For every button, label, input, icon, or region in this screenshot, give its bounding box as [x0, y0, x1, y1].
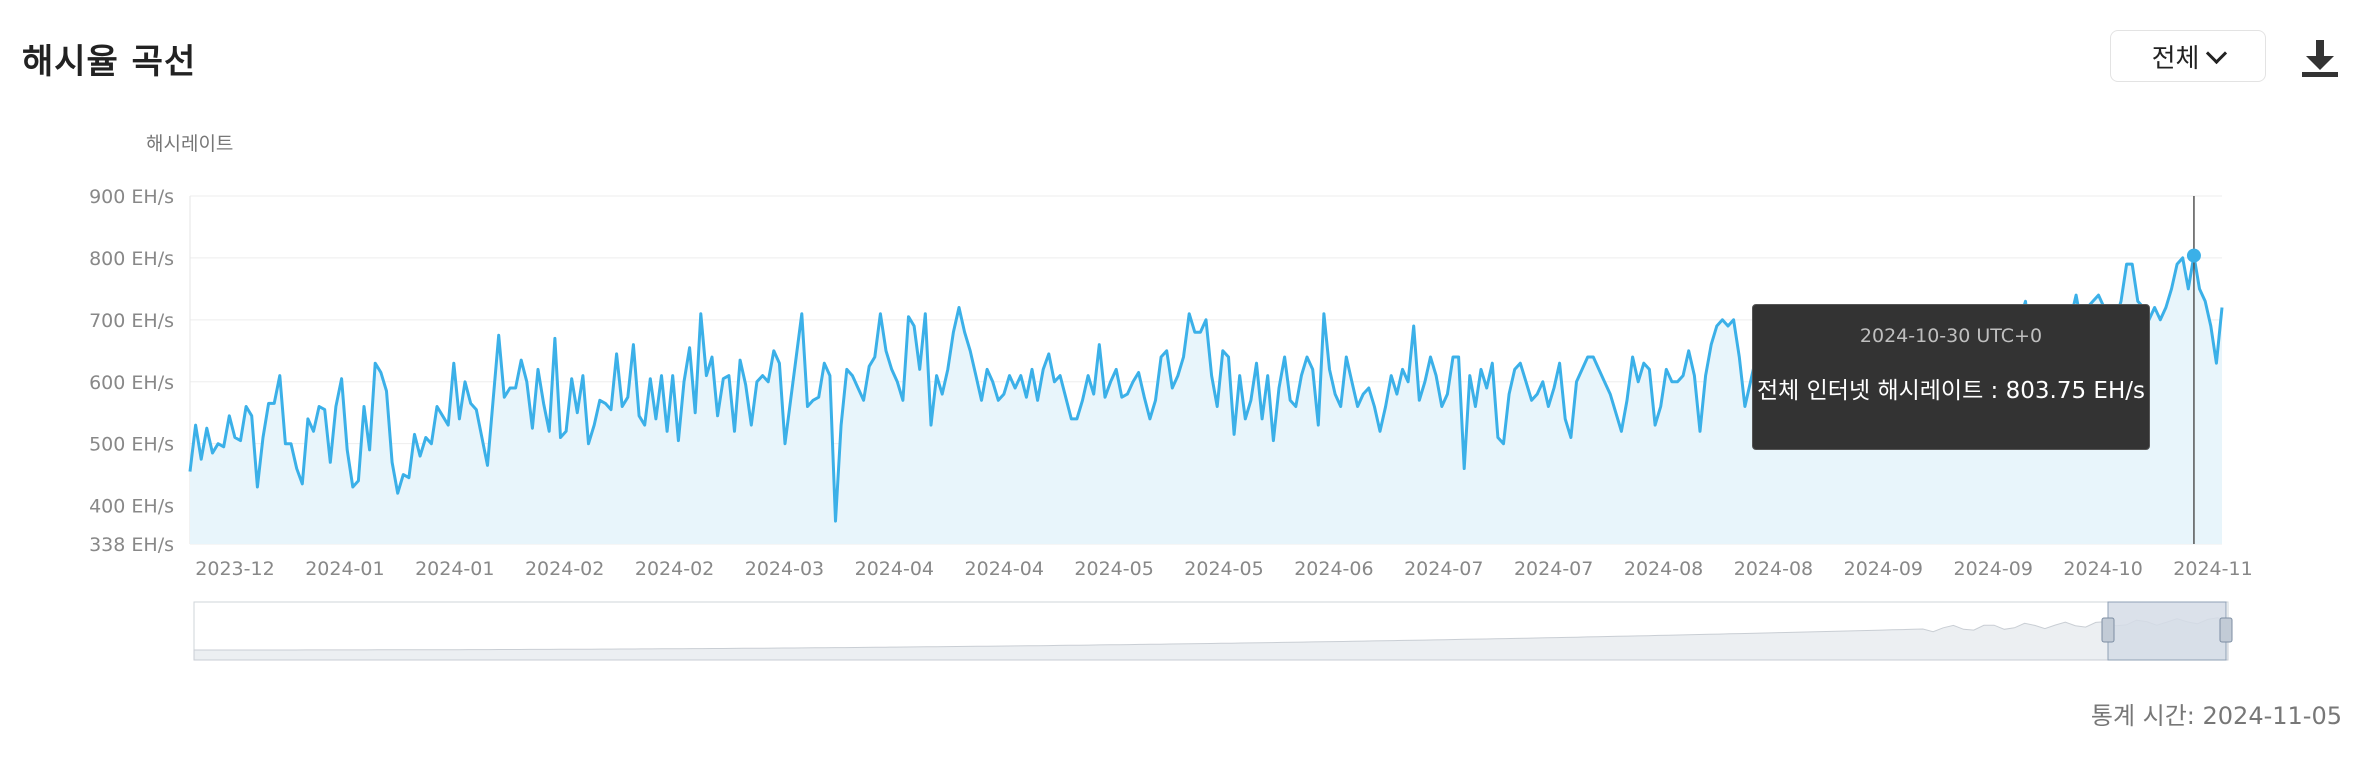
- x-tick-label: 2024-11: [2173, 558, 2252, 580]
- page-title: 해시율 곡선: [22, 42, 197, 82]
- range-select[interactable]: 전체: [2110, 30, 2266, 82]
- x-tick-label: 2024-04: [965, 558, 1044, 580]
- tooltip-value: 803.75 EH/s: [2005, 378, 2145, 404]
- x-tick-label: 2024-10: [2063, 558, 2142, 580]
- tooltip-date: 2024-10-30 UTC+0: [1859, 325, 2043, 347]
- x-tick-label: 2024-04: [855, 558, 934, 580]
- hashrate-area: [190, 255, 2222, 544]
- tooltip-separator: :: [1983, 378, 2006, 404]
- y-tick-label: 400 EH/s: [89, 496, 174, 518]
- hashrate-chart[interactable]: 해시레이트 900 EH/s 800 EH/s 700 EH/s 600 EH/s 50…: [0, 0, 2378, 680]
- x-tick-label: 2024-03: [745, 558, 824, 580]
- x-tick-label: 2024-08: [1734, 558, 1813, 580]
- y-axis-ticks: 900 EH/s 800 EH/s 700 EH/s 600 EH/s 500 EH/s…: [89, 186, 174, 556]
- x-tick-label: 2024-06: [1294, 558, 1373, 580]
- y-tick-label: 338 EH/s: [89, 534, 174, 556]
- y-tick-label: 600 EH/s: [89, 372, 174, 394]
- y-tick-label: 800 EH/s: [89, 248, 174, 270]
- stat-time: 통계 시간: 2024-11-05: [2090, 702, 2342, 730]
- x-tick-label: 2024-07: [1514, 558, 1593, 580]
- x-tick-label: 2024-09: [1844, 558, 1923, 580]
- navigator-handle[interactable]: [2101, 617, 2115, 643]
- x-tick-label: 2023-12: [195, 558, 274, 580]
- tooltip-row: 전체 인터넷 해시레이트 : 803.75 EH/s: [1753, 371, 2149, 405]
- x-tick-label: 2024-01: [415, 558, 494, 580]
- y-axis-label: 해시레이트: [146, 133, 233, 155]
- tooltip-series-label: 전체 인터넷 해시레이트: [1757, 378, 1984, 404]
- download-button[interactable]: [2298, 36, 2342, 80]
- y-tick-label: 500 EH/s: [89, 434, 174, 456]
- x-tick-label: 2024-05: [1074, 558, 1153, 580]
- range-select-label: 전체: [2151, 43, 2200, 74]
- range-navigator[interactable]: [193, 601, 2233, 661]
- download-icon: [2302, 40, 2338, 77]
- y-tick-label: 900 EH/s: [89, 186, 174, 208]
- highlight-point: [2186, 248, 2201, 263]
- navigator-trend: [193, 617, 2229, 661]
- x-tick-label: 2024-02: [525, 558, 604, 580]
- x-tick-label: 2024-08: [1624, 558, 1703, 580]
- x-tick-label: 2024-07: [1404, 558, 1483, 580]
- chart-tooltip: 2024-10-30 UTC+0 전체 인터넷 해시레이트 : 803.75 E…: [1752, 304, 2150, 450]
- y-tick-label: 700 EH/s: [89, 310, 174, 332]
- x-tick-label: 2024-05: [1184, 558, 1263, 580]
- x-axis-ticks: 2023-12 2024-01 2024-01 2024-02 2024-02 2024-…: [195, 558, 2252, 580]
- x-tick-label: 2024-02: [635, 558, 714, 580]
- x-tick-label: 2024-01: [305, 558, 384, 580]
- x-tick-label: 2024-09: [1954, 558, 2033, 580]
- navigator-selection[interactable]: [2107, 601, 2227, 661]
- navigator-handle[interactable]: [2219, 617, 2233, 643]
